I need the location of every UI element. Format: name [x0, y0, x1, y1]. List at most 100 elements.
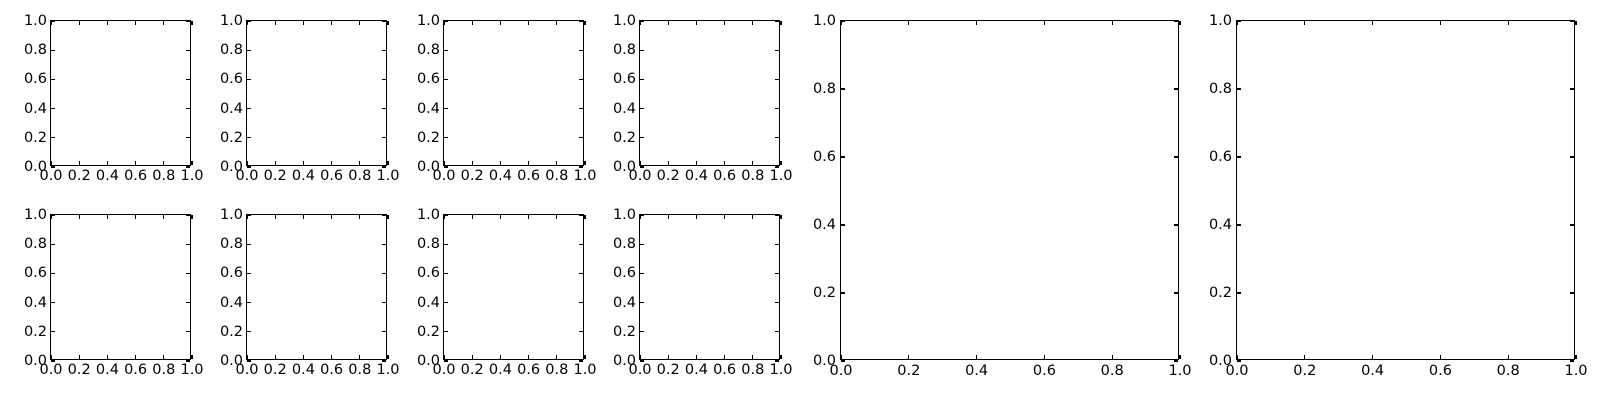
y-tick-mark	[640, 302, 644, 304]
x-tick-mark-top	[443, 215, 445, 219]
plot-axes-9[interactable]: 0.0 0.2 0.4 0.6 0.8 1.0 0.0 0.2 0.4 0.6 0.8 1.0	[813, 14, 1192, 378]
y-tick-mark	[1237, 360, 1241, 362]
y-tick-mark-right	[775, 166, 779, 168]
y-tick-mark-right	[579, 360, 583, 362]
x-tick-mark	[78, 161, 80, 165]
x-tick-mark	[359, 355, 361, 359]
x-tick-mark	[50, 161, 52, 165]
y-tick-mark-right	[186, 214, 190, 216]
x-tick-mark-top	[584, 21, 586, 25]
x-tick-mark	[780, 161, 782, 165]
y-tick-label: 0.4	[219, 294, 243, 311]
y-tick-label: 0.4	[219, 100, 243, 117]
x-tick-label: 0.6	[124, 362, 148, 378]
x-tick-label: 0.6	[713, 362, 737, 378]
y-tick-mark	[51, 272, 55, 274]
x-tick-label: 0.4	[1361, 363, 1385, 379]
x-tick-label: 0.4	[684, 362, 708, 378]
x-tick-mark-top	[135, 215, 137, 219]
x-tick-label: 0.4	[488, 168, 512, 184]
x-tick-label: 1.0	[376, 362, 400, 378]
x-tick-mark-top	[752, 215, 754, 219]
x-tick-mark	[78, 355, 80, 359]
x-tick-mark-top	[976, 21, 978, 25]
y-tick-mark-right	[1174, 20, 1178, 22]
y-tick-label: 0.8	[23, 41, 47, 58]
y-tick-mark-right	[382, 360, 386, 362]
y-tick-mark	[640, 331, 644, 333]
x-tick-label: 0.6	[517, 168, 541, 184]
x-tick-mark-top	[840, 21, 842, 25]
x-tick-label: 0.0	[235, 362, 259, 378]
x-tick-label: 1.0	[376, 168, 400, 184]
x-tick-label: 0.6	[713, 168, 737, 184]
plot-axes-2[interactable]: 0.0 0.2 0.4 0.6 0.8 1.0 0.0 0.2 0.4 0.6 0.8 1.0	[220, 14, 400, 183]
plot-axes-8[interactable]: 0.0 0.2 0.4 0.6 0.8 1.0 0.0 0.2 0.4 0.6 0.8 1.0	[613, 208, 793, 377]
x-tick-mark-top	[1304, 21, 1306, 25]
x-tick-label: 0.0	[829, 363, 853, 379]
x-tick-mark	[724, 161, 726, 165]
plot-axes-10[interactable]: 0.0 0.2 0.4 0.6 0.8 1.0 0.0 0.2 0.4 0.6 0.8 1.0	[1209, 14, 1588, 378]
x-tick-mark	[556, 161, 558, 165]
y-tick-label: 0.6	[812, 148, 836, 165]
y-tick-mark-right	[579, 166, 583, 168]
y-tick-label: 0.0	[612, 352, 636, 369]
y-tick-mark	[247, 20, 251, 22]
x-tick-label: 0.2	[67, 362, 91, 378]
y-tick-mark	[640, 243, 644, 245]
x-tick-mark-top	[50, 215, 52, 219]
y-tick-mark	[247, 331, 251, 333]
y-tick-label: 1.0	[1208, 12, 1232, 29]
x-tick-mark	[274, 161, 276, 165]
x-tick-mark	[302, 355, 304, 359]
plot-axes-7[interactable]: 0.0 0.2 0.4 0.6 0.8 1.0 0.0 0.2 0.4 0.6 0.8 1.0	[417, 208, 597, 377]
plot-axes-3[interactable]: 0.0 0.2 0.4 0.6 0.8 1.0 0.0 0.2 0.4 0.6 0.8 1.0	[417, 14, 597, 183]
y-tick-label: 1.0	[23, 12, 47, 29]
y-tick-mark	[444, 166, 448, 168]
plot-axes-5[interactable]: 0.0 0.2 0.4 0.6 0.8 1.0 0.0 0.2 0.4 0.6 0.8 1.0	[24, 208, 204, 377]
x-tick-mark	[135, 161, 137, 165]
plot-axes-6[interactable]: 0.0 0.2 0.4 0.6 0.8 1.0 0.0 0.2 0.4 0.6 0.8 1.0	[220, 208, 400, 377]
y-tick-mark	[444, 20, 448, 22]
y-tick-mark-right	[382, 108, 386, 110]
x-tick-mark	[499, 355, 501, 359]
plot-axes-1[interactable]: 0.0 0.2 0.4 0.6 0.8 1.0 0.0 0.2 0.4 0.6 0.8 1.0	[24, 14, 204, 183]
y-tick-label: 0.4	[416, 100, 440, 117]
x-tick-label: 1.0	[180, 362, 204, 378]
y-tick-label: 0.6	[1208, 148, 1232, 165]
y-tick-mark	[841, 88, 845, 90]
y-tick-mark-right	[775, 272, 779, 274]
y-tick-label: 0.6	[219, 71, 243, 88]
y-tick-label: 0.0	[416, 158, 440, 175]
x-tick-mark-top	[135, 21, 137, 25]
plot-axes-4[interactable]: 0.0 0.2 0.4 0.6 0.8 1.0 0.0 0.2 0.4 0.6 0.8 1.0	[613, 14, 793, 183]
y-tick-mark	[247, 78, 251, 80]
x-tick-mark-top	[667, 21, 669, 25]
y-tick-label: 0.4	[612, 294, 636, 311]
x-tick-mark-top	[106, 215, 108, 219]
x-tick-mark	[443, 161, 445, 165]
x-tick-label: 0.0	[628, 362, 652, 378]
y-tick-mark-right	[579, 20, 583, 22]
y-tick-mark	[640, 49, 644, 51]
x-tick-mark-top	[191, 215, 193, 219]
y-tick-mark	[51, 78, 55, 80]
y-tick-label: 0.6	[416, 265, 440, 282]
y-tick-mark-right	[1174, 360, 1178, 362]
x-tick-mark	[840, 355, 842, 359]
x-tick-mark	[191, 355, 193, 359]
y-tick-mark-right	[382, 243, 386, 245]
x-tick-mark-top	[695, 215, 697, 219]
y-tick-label: 1.0	[219, 12, 243, 29]
x-tick-label: 0.2	[460, 168, 484, 184]
x-tick-label: 0.2	[460, 362, 484, 378]
x-tick-mark-top	[163, 215, 165, 219]
x-tick-label: 0.6	[517, 362, 541, 378]
x-tick-mark-top	[1236, 21, 1238, 25]
x-tick-mark	[639, 161, 641, 165]
x-tick-label: 0.4	[684, 168, 708, 184]
y-tick-mark-right	[186, 243, 190, 245]
y-tick-label: 1.0	[219, 206, 243, 223]
x-tick-label: 0.8	[545, 168, 569, 184]
x-tick-label: 0.8	[1496, 363, 1520, 379]
